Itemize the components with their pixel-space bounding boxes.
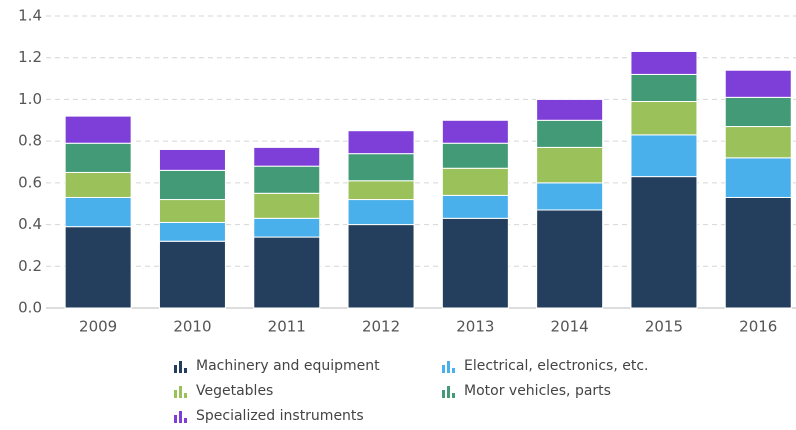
bar-segment: [536, 119, 604, 148]
y-tick-label: 0.8: [18, 132, 42, 150]
bar-segment: [441, 167, 509, 196]
bar-segment: [630, 134, 698, 178]
bar-segment: [724, 126, 792, 159]
x-tick-label: 2014: [551, 318, 589, 336]
bar-segment: [158, 199, 226, 223]
bar-segment: [158, 148, 226, 171]
legend-icon: [184, 418, 187, 423]
y-tick-label: 0.0: [18, 299, 42, 317]
legend-icon: [442, 365, 445, 373]
bar-segment: [630, 73, 698, 103]
bar-segment: [441, 217, 509, 309]
bar-segment: [158, 240, 226, 309]
legend-icon: [174, 415, 177, 423]
bar-segment: [64, 115, 132, 144]
bar-segment: [64, 142, 132, 173]
y-tick-label: 1.4: [18, 7, 42, 25]
legend-label: Motor vehicles, parts: [464, 383, 611, 399]
bar-segment: [347, 180, 415, 201]
legend-icon: [452, 393, 455, 398]
legend-label: Vegetables: [196, 383, 273, 399]
legend-label: Specialized instruments: [196, 408, 364, 424]
bar-segment: [253, 236, 321, 309]
x-tick-label: 2015: [645, 318, 683, 336]
x-tick-label: 2010: [173, 318, 211, 336]
x-tick-label: 2009: [79, 318, 117, 336]
bar-segment: [724, 69, 792, 98]
bar-segment: [64, 171, 132, 198]
bar-segment: [536, 98, 604, 121]
bar-segment: [347, 224, 415, 309]
legend-icon: [174, 365, 177, 373]
bar-segment: [253, 165, 321, 194]
y-tick-label: 0.2: [18, 257, 42, 275]
bar-segment: [253, 146, 321, 167]
bar-segment: [441, 142, 509, 169]
legend-icon: [452, 368, 455, 373]
legend-icon: [174, 390, 177, 398]
bar-segment: [536, 182, 604, 211]
bar-segment: [724, 157, 792, 198]
bar-segment: [630, 101, 698, 136]
y-tick-label: 0.4: [18, 215, 42, 233]
bar-segment: [64, 196, 132, 228]
bar-segment: [64, 226, 132, 309]
bar-segment: [536, 209, 604, 309]
legend-icon: [442, 390, 445, 398]
bar-segment: [630, 50, 698, 75]
x-tick-label: 2013: [456, 318, 494, 336]
bar-segment: [630, 176, 698, 309]
bar-segment: [158, 221, 226, 242]
legend-label: Machinery and equipment: [196, 358, 380, 374]
legend-icon: [447, 386, 450, 398]
x-tick-label: 2011: [268, 318, 306, 336]
bar-segment: [536, 146, 604, 184]
legend-icon: [179, 411, 182, 423]
bar-segment: [441, 194, 509, 219]
bar-segment: [253, 217, 321, 238]
legend-icon: [184, 393, 187, 398]
x-tick-label: 2012: [362, 318, 400, 336]
x-tick-label: 2016: [739, 318, 777, 336]
legend-icon: [179, 386, 182, 398]
bar-segment: [253, 192, 321, 219]
y-tick-label: 1.2: [18, 48, 42, 66]
legend-icon: [184, 368, 187, 373]
y-tick-label: 0.6: [18, 173, 42, 191]
y-tick-label: 1.0: [18, 90, 42, 108]
bar-segment: [724, 196, 792, 309]
legend-icon: [179, 361, 182, 373]
bar-segment: [347, 130, 415, 155]
bar-segment: [724, 96, 792, 128]
bar-segment: [347, 153, 415, 182]
legend-label: Electrical, electronics, etc.: [464, 358, 648, 374]
bar-segment: [347, 199, 415, 226]
bar-segment: [158, 169, 226, 201]
legend-icon: [447, 361, 450, 373]
bar-segment: [441, 119, 509, 144]
